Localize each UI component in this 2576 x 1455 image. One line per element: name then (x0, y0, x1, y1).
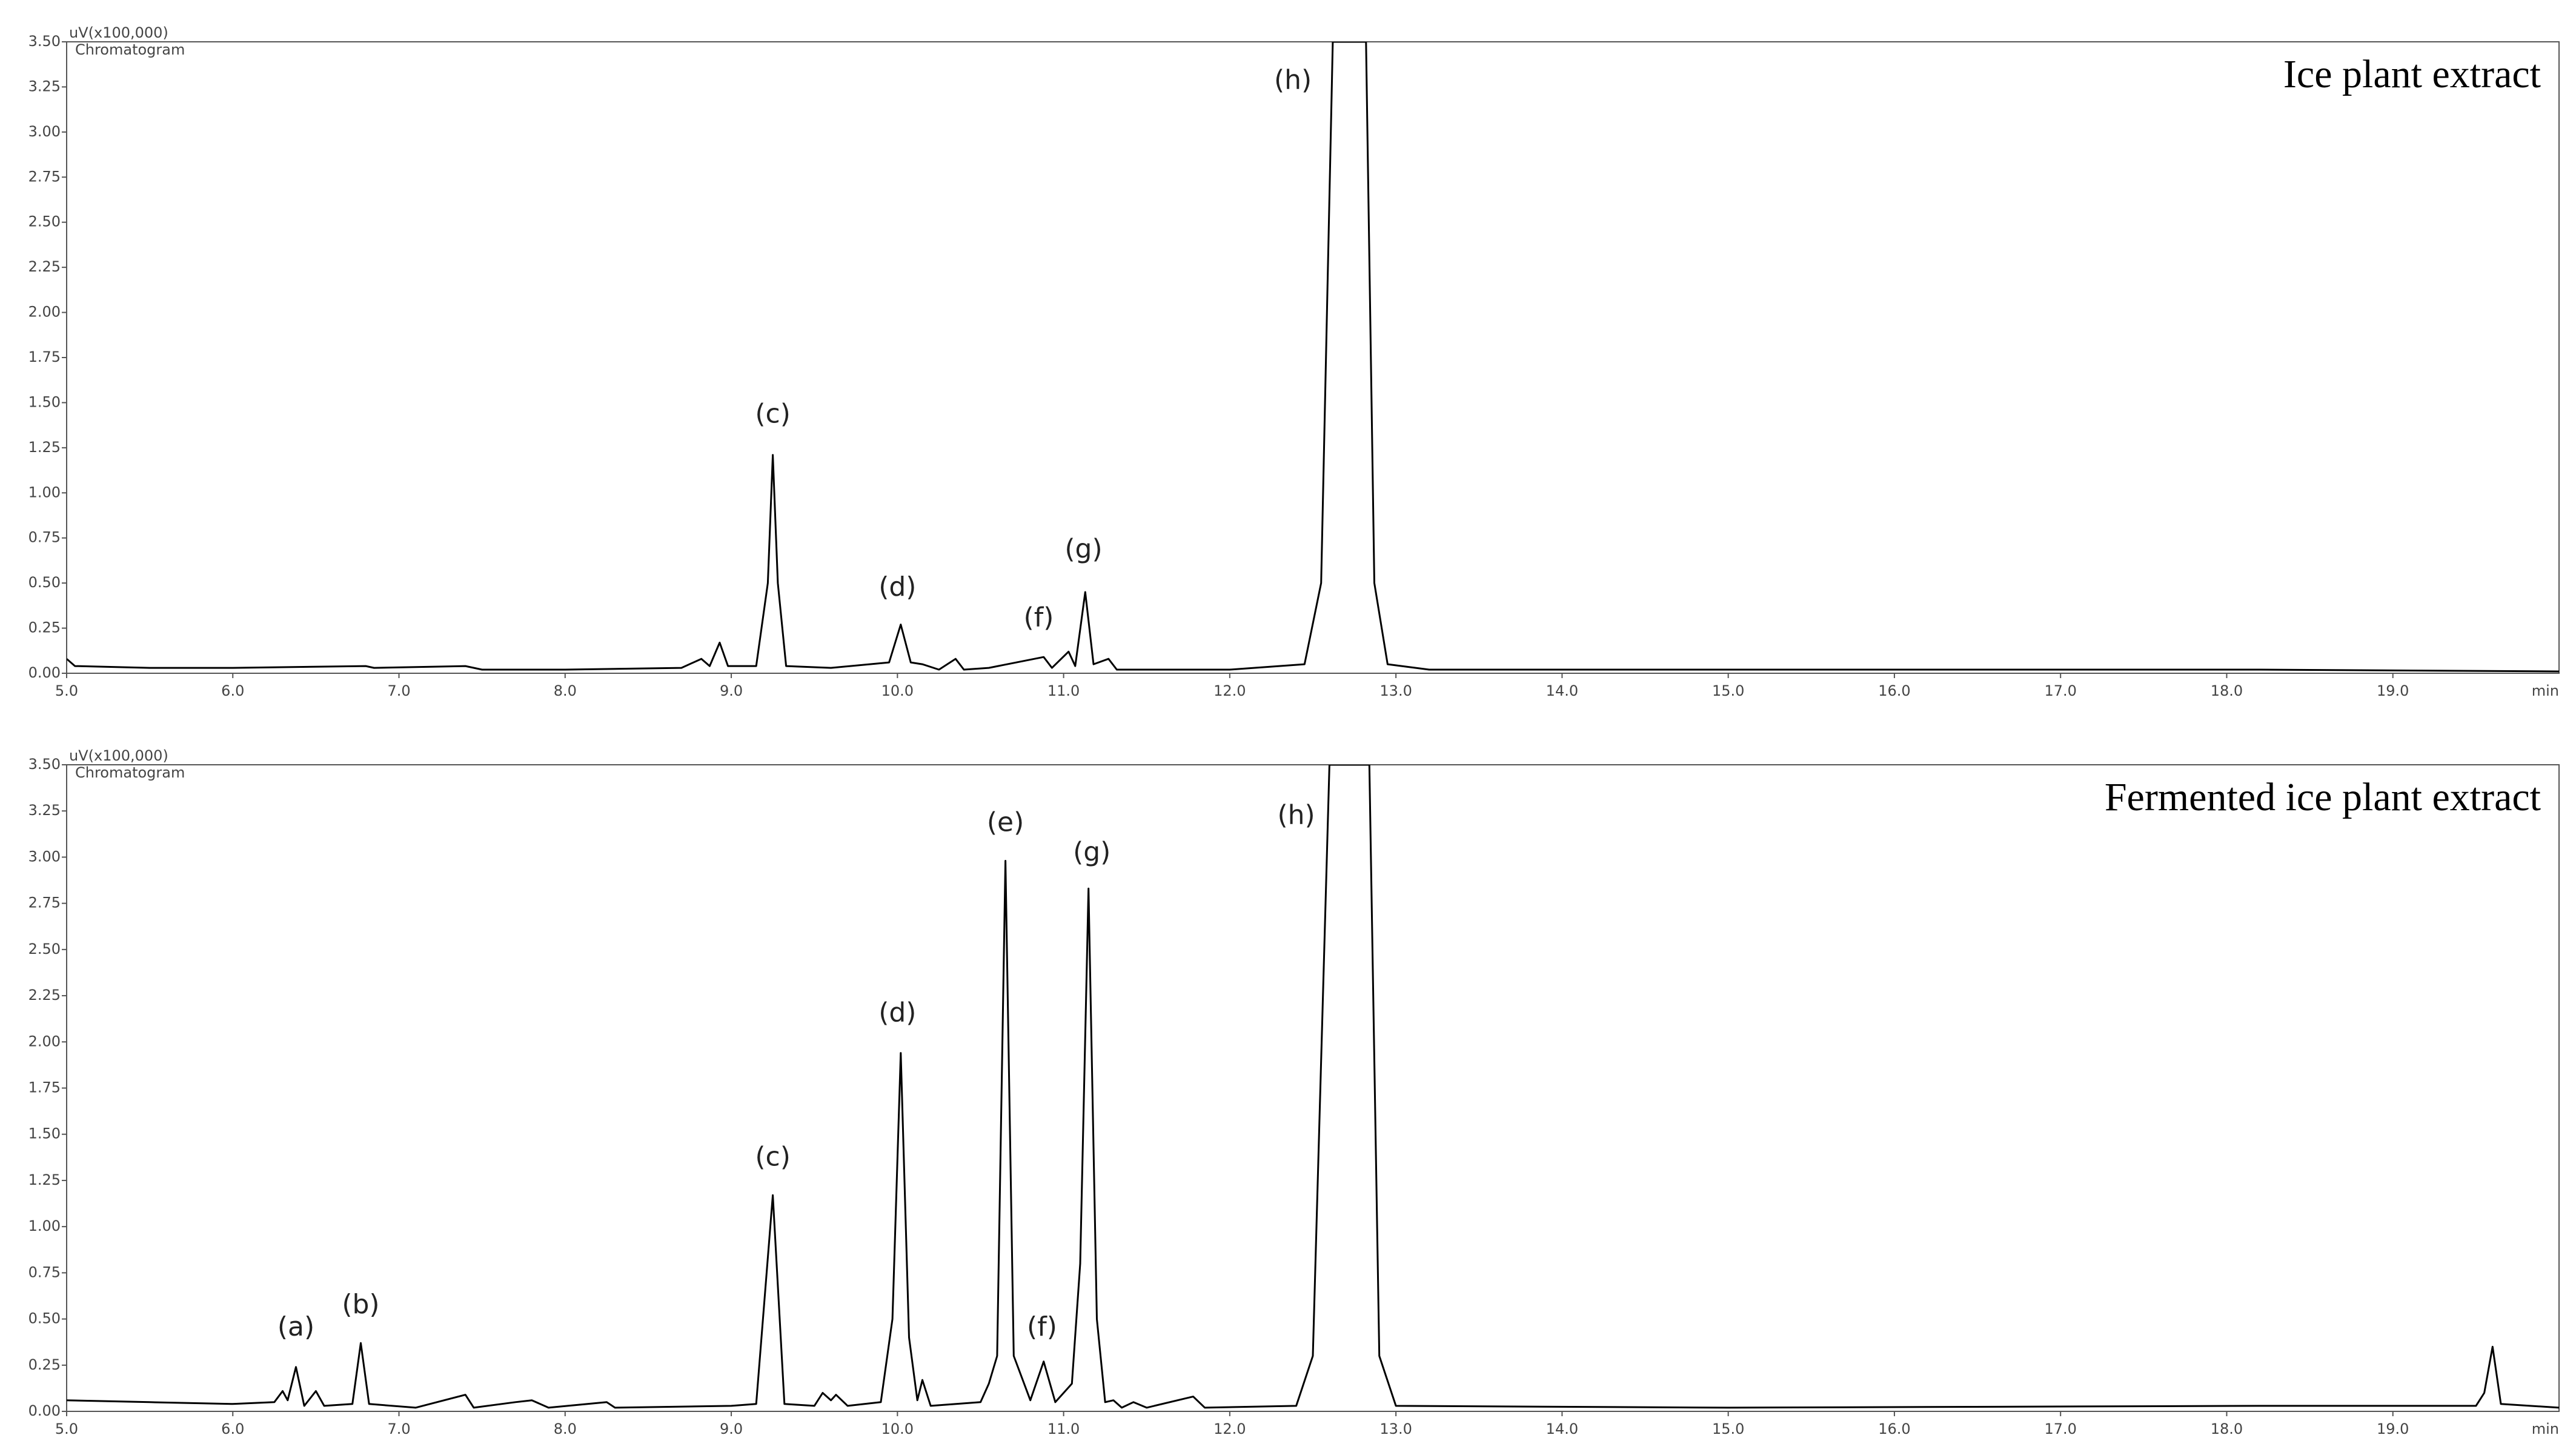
panel: 0.00 0.25 0.50 0.75 1.00 1.25 1.50 1.75 2.00 2.25… (28, 24, 2560, 699)
chart-title: Fermented ice plant extract (2105, 775, 2541, 819)
x-tick-label: 18.0 (2211, 682, 2243, 699)
x-tick-label: 8.0 (554, 682, 577, 699)
y-tick-label: 1.75 (28, 348, 61, 365)
y-tick-label: 0.75 (28, 529, 61, 546)
y-tick-label: 2.75 (28, 894, 61, 911)
y-tick-label: 2.25 (28, 987, 61, 1004)
x-tick-label: 18.0 (2211, 1420, 2243, 1437)
x-tick-label: 19.0 (2377, 1420, 2409, 1437)
x-tick-label: 16.0 (1878, 682, 1910, 699)
x-tick-label: 13.0 (1379, 1420, 1412, 1437)
x-tick-label: 16.0 (1878, 1420, 1910, 1437)
y-tick-label: 0.25 (28, 1356, 61, 1373)
y-tick-label: 3.50 (28, 756, 61, 773)
y-tick-label: 0.75 (28, 1264, 61, 1280)
x-axis-label: min (2532, 1420, 2559, 1437)
y-tick-label: 3.50 (28, 33, 61, 50)
y-tick-label: 3.00 (28, 848, 61, 865)
y-tick-label: 1.50 (28, 1125, 61, 1142)
plot-frame (66, 764, 2560, 1412)
x-tick-label: 11.0 (1047, 682, 1080, 699)
y-tick-label: 1.50 (28, 393, 61, 410)
x-tick-label: 10.0 (881, 1420, 914, 1437)
annotation: (d) (878, 997, 916, 1028)
x-tick-label: 15.0 (1712, 1420, 1744, 1437)
y-tick-label: 3.25 (28, 802, 61, 819)
plot-frame (66, 41, 2560, 674)
x-tick-label: 15.0 (1712, 682, 1744, 699)
annotation: (h) (1277, 799, 1315, 830)
chart-subtitle: Chromatogram (75, 41, 185, 58)
x-tick-label: 9.0 (720, 682, 743, 699)
chart-title: Ice plant extract (2283, 52, 2541, 96)
y-tick-label: 2.50 (28, 213, 61, 230)
x-axis-label: min (2532, 682, 2559, 699)
y-axis-label: uV(x100,000) (69, 24, 168, 41)
y-axis-label: uV(x100,000) (69, 747, 168, 764)
y-tick-label: 0.00 (28, 664, 61, 681)
annotation: (d) (878, 571, 916, 602)
y-tick-label: 0.50 (28, 1310, 61, 1327)
y-tick-label: 3.25 (28, 78, 61, 95)
annotation: (a) (277, 1311, 314, 1342)
x-tick-label: 12.0 (1213, 682, 1246, 699)
y-tick-label: 1.00 (28, 1217, 61, 1234)
chart-subtitle: Chromatogram (75, 764, 185, 781)
y-tick-label: 0.00 (28, 1402, 61, 1419)
x-tick-label: 7.0 (387, 682, 410, 699)
x-tick-label: 6.0 (221, 1420, 244, 1437)
annotation: (c) (755, 398, 791, 429)
x-tick-label: 9.0 (720, 1420, 743, 1437)
x-tick-label: 12.0 (1213, 1420, 1246, 1437)
y-tick-label: 2.25 (28, 258, 61, 275)
x-tick-label: 11.0 (1047, 1420, 1080, 1437)
annotation: (h) (1274, 64, 1312, 95)
annotation: (b) (342, 1289, 379, 1320)
y-tick-label: 2.00 (28, 304, 61, 321)
x-tick-label: 7.0 (387, 1420, 410, 1437)
x-tick-label: 6.0 (221, 682, 244, 699)
annotation: (g) (1064, 534, 1102, 565)
y-tick-label: 0.50 (28, 574, 61, 591)
y-tick-label: 2.75 (28, 168, 61, 185)
y-tick-label: 1.25 (28, 1171, 61, 1188)
x-tick-label: 13.0 (1379, 682, 1412, 699)
trace (67, 765, 2559, 1409)
x-tick-label: 17.0 (2044, 1420, 2076, 1437)
annotation: (e) (987, 807, 1024, 838)
y-tick-label: 3.00 (28, 123, 61, 140)
annotation: (f) (1024, 602, 1054, 633)
x-tick-label: 17.0 (2044, 682, 2076, 699)
x-tick-label: 14.0 (1546, 1420, 1578, 1437)
x-tick-label: 10.0 (881, 682, 914, 699)
y-tick-label: 2.00 (28, 1033, 61, 1050)
annotation: (f) (1027, 1311, 1057, 1342)
annotation: (c) (755, 1141, 791, 1172)
panel: 0.00 0.25 0.50 0.75 1.00 1.25 1.50 1.75 2.00 2.25… (28, 747, 2560, 1437)
y-tick-label: 0.25 (28, 619, 61, 636)
x-tick-label: 8.0 (554, 1420, 577, 1437)
x-tick-label: 5.0 (55, 1420, 78, 1437)
y-tick-label: 1.25 (28, 439, 61, 456)
y-tick-label: 2.50 (28, 941, 61, 957)
x-tick-label: 5.0 (55, 682, 78, 699)
x-tick-label: 19.0 (2377, 682, 2409, 699)
x-tick-label: 14.0 (1546, 682, 1578, 699)
annotation: (g) (1073, 836, 1110, 867)
y-tick-label: 1.00 (28, 484, 61, 501)
trace (67, 42, 2559, 673)
y-tick-label: 1.75 (28, 1079, 61, 1096)
